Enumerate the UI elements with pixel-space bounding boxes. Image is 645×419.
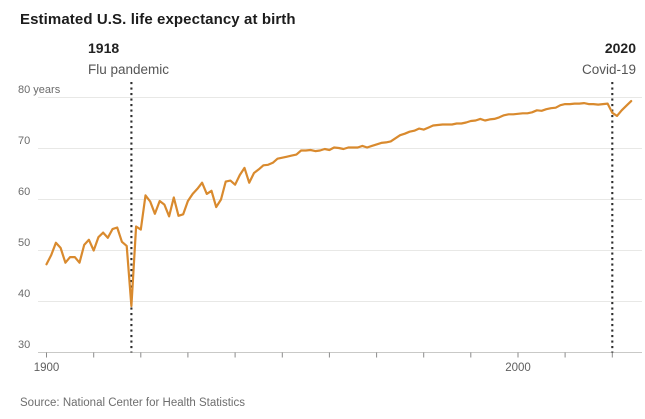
x-axis-label-2000: 2000 [505, 362, 531, 374]
y-axis-label-50: 50 [18, 237, 31, 249]
x-axis-label-1900: 1900 [33, 362, 60, 374]
y-axis-label-30: 30 [18, 339, 31, 351]
y-axis-label-80: 80 years [18, 84, 61, 96]
annotation-1918-sublabel: Flu pandemic [88, 62, 170, 77]
y-axis-label-40: 40 [18, 288, 31, 300]
annotation-2020-sublabel: Covid-19 [581, 62, 636, 77]
y-axis-label-60: 60 [18, 186, 31, 198]
annotation-2020-year: 2020 [604, 40, 636, 56]
chart-title: Estimated U.S. life expectancy at birth [20, 11, 296, 28]
annotation-1918-year: 1918 [88, 40, 120, 56]
annotation-2020-covid: 2020 Covid-19 [582, 38, 636, 80]
source-note: Source: National Center for Health Stati… [20, 397, 245, 409]
y-axis-label-70: 70 [18, 135, 31, 147]
annotation-1918-flu-pandemic: 1918 Flu pandemic [88, 38, 169, 80]
